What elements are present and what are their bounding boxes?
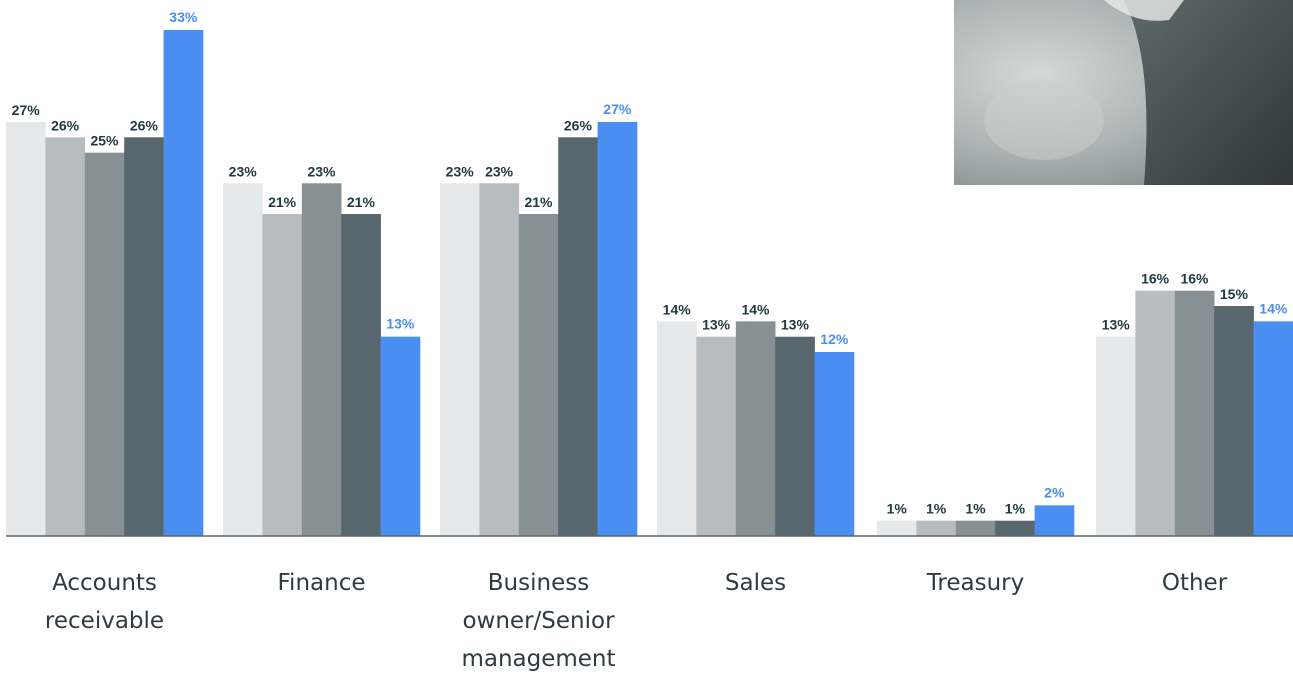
bar-2-1: [479, 183, 519, 536]
bars-layer: [6, 30, 1293, 536]
value-label-3-4: 12%: [820, 331, 849, 347]
bar-3-0: [657, 321, 697, 536]
bar-2-4: [598, 122, 638, 536]
category-label-line: owner/Senior: [439, 602, 639, 640]
value-label-4-2: 1%: [965, 501, 986, 517]
bar-4-2: [956, 521, 996, 536]
bar-1-1: [262, 214, 302, 536]
value-label-1-2: 23%: [307, 163, 336, 179]
value-label-0-0: 27%: [12, 102, 41, 118]
bar-0-4: [164, 30, 204, 536]
bar-5-3: [1214, 306, 1254, 536]
category-label-4: Treasury: [876, 564, 1076, 602]
value-label-5-2: 16%: [1180, 271, 1209, 287]
bar-5-4: [1254, 321, 1293, 536]
value-label-5-4: 14%: [1259, 300, 1288, 316]
value-label-2-2: 21%: [524, 194, 553, 210]
bar-1-0: [223, 183, 263, 536]
bar-4-1: [916, 521, 956, 536]
value-label-0-3: 26%: [130, 117, 159, 133]
value-label-3-1: 13%: [702, 317, 731, 333]
bar-3-4: [815, 352, 855, 536]
category-label-5: Other: [1095, 564, 1293, 602]
value-label-3-2: 14%: [741, 301, 770, 317]
value-label-4-3: 1%: [1005, 501, 1026, 517]
value-label-1-0: 23%: [229, 163, 258, 179]
value-label-4-4: 2%: [1044, 484, 1065, 500]
bar-2-3: [558, 137, 598, 536]
bar-3-2: [736, 321, 776, 536]
value-label-1-4: 13%: [386, 316, 415, 332]
category-label-line: receivable: [5, 602, 205, 640]
bar-2-2: [519, 214, 559, 536]
bar-0-2: [85, 153, 125, 536]
bar-4-4: [1035, 505, 1075, 536]
bar-4-0: [877, 521, 917, 536]
category-label-line: Accounts: [5, 564, 205, 602]
value-label-5-0: 13%: [1102, 317, 1131, 333]
bar-2-0: [440, 183, 480, 536]
bar-1-2: [302, 183, 342, 536]
value-label-4-0: 1%: [887, 501, 908, 517]
value-label-0-4: 33%: [169, 9, 198, 25]
bar-4-3: [995, 521, 1035, 536]
value-label-3-3: 13%: [781, 317, 810, 333]
value-label-2-0: 23%: [446, 163, 475, 179]
bar-5-1: [1135, 291, 1175, 536]
bar-0-1: [45, 137, 85, 536]
value-label-5-1: 16%: [1141, 271, 1170, 287]
bar-5-2: [1175, 291, 1215, 536]
value-label-0-1: 26%: [51, 117, 80, 133]
category-label-1: Finance: [222, 564, 422, 602]
category-label-line: Sales: [656, 564, 856, 602]
category-label-line: management: [439, 640, 639, 678]
value-label-5-3: 15%: [1220, 286, 1249, 302]
value-label-1-3: 21%: [347, 194, 376, 210]
value-label-2-1: 23%: [485, 163, 514, 179]
category-label-3: Sales: [656, 564, 856, 602]
bar-0-0: [6, 122, 46, 536]
category-label-line: Treasury: [876, 564, 1076, 602]
bar-5-0: [1096, 337, 1136, 536]
value-label-4-1: 1%: [926, 501, 947, 517]
value-label-1-1: 21%: [268, 194, 297, 210]
category-label-line: Business: [439, 564, 639, 602]
bar-1-4: [381, 337, 421, 536]
value-label-3-0: 14%: [663, 301, 692, 317]
bar-0-3: [124, 137, 164, 536]
bar-1-3: [341, 214, 381, 536]
bar-3-3: [775, 337, 815, 536]
value-label-2-4: 27%: [603, 101, 632, 117]
category-label-line: Other: [1095, 564, 1293, 602]
bar-3-1: [696, 337, 736, 536]
category-label-line: Finance: [222, 564, 422, 602]
value-label-0-2: 25%: [90, 133, 119, 149]
value-label-2-3: 26%: [564, 117, 593, 133]
